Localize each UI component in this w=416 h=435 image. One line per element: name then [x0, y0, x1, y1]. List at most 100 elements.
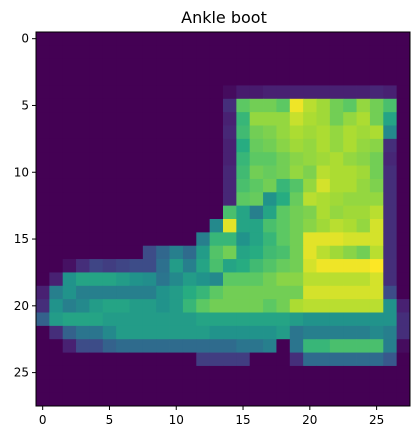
- heatmap-cell: [223, 32, 237, 46]
- heatmap-cell: [343, 138, 357, 153]
- heatmap-cell: [303, 152, 317, 166]
- heatmap-cell: [76, 192, 90, 207]
- heatmap-cell: [89, 138, 104, 153]
- plot-frame: [35, 31, 411, 407]
- heatmap-cell: [62, 232, 77, 247]
- heatmap-cell: [356, 165, 371, 180]
- heatmap-cell: [102, 352, 117, 367]
- heatmap-cell: [209, 112, 224, 126]
- heatmap-cell: [169, 205, 184, 220]
- heatmap-cell: [369, 98, 384, 113]
- heatmap-cell: [263, 232, 277, 247]
- heatmap-cell: [383, 339, 398, 353]
- heatmap-cell: [369, 285, 384, 300]
- heatmap-cell: [223, 178, 237, 193]
- y-axis: 0 5 10 15 20 25: [14, 32, 36, 380]
- heatmap-cell: [169, 152, 184, 166]
- heatmap-cell: [116, 72, 130, 86]
- heatmap-cell: [182, 32, 197, 46]
- heatmap-cell: [116, 98, 130, 113]
- heatmap-cell: [263, 259, 277, 273]
- heatmap-cell: [236, 152, 251, 166]
- heatmap-cell: [89, 245, 104, 260]
- heatmap-cell: [276, 299, 291, 313]
- heatmap-cell: [249, 272, 264, 287]
- heatmap-cell: [89, 125, 104, 140]
- heatmap-cell: [249, 178, 264, 193]
- heatmap-cell: [129, 138, 144, 153]
- heatmap-cell: [356, 232, 371, 247]
- heatmap-cell: [316, 72, 331, 86]
- heatmap-cell: [356, 285, 371, 300]
- heatmap-cell: [36, 392, 50, 407]
- heatmap-cell: [356, 219, 371, 233]
- heatmap-cell: [182, 85, 197, 100]
- heatmap-cell: [369, 245, 384, 260]
- heatmap-cell: [303, 339, 317, 353]
- heatmap-cell: [303, 58, 317, 73]
- heatmap-cell: [276, 125, 291, 140]
- heatmap-cell: [182, 72, 197, 86]
- heatmap-cell: [62, 259, 77, 273]
- heatmap-cell: [156, 365, 170, 380]
- heatmap-cell: [303, 192, 317, 207]
- heatmap-cell: [156, 259, 170, 273]
- heatmap-cell: [249, 138, 264, 153]
- heatmap-cell: [396, 32, 411, 46]
- heatmap-cell: [182, 352, 197, 367]
- heatmap-cell: [36, 339, 50, 353]
- heatmap-cell: [182, 112, 197, 126]
- heatmap-cell: [369, 299, 384, 313]
- heatmap-cell: [343, 352, 357, 367]
- heatmap-cell: [329, 232, 344, 247]
- heatmap-cell: [356, 125, 371, 140]
- heatmap-cell: [329, 45, 344, 60]
- heatmap-cell: [303, 165, 317, 180]
- heatmap-cell: [62, 98, 77, 113]
- heatmap-cell: [36, 98, 50, 113]
- heatmap-cell: [383, 352, 398, 367]
- heatmap-cell: [116, 58, 130, 73]
- y-tick-label: 15: [14, 232, 29, 246]
- heatmap-cell: [223, 272, 237, 287]
- heatmap-cell: [343, 85, 357, 100]
- heatmap-cell: [209, 165, 224, 180]
- heatmap-cell: [236, 45, 251, 60]
- heatmap-cell: [196, 312, 211, 327]
- heatmap-cell: [343, 365, 357, 380]
- heatmap-cell: [223, 285, 237, 300]
- heatmap-cell: [209, 32, 224, 46]
- heatmap-cell: [182, 45, 197, 60]
- heatmap-cell: [289, 245, 304, 260]
- heatmap-cell: [223, 165, 237, 180]
- heatmap-cell: [62, 339, 77, 353]
- heatmap-cell: [343, 339, 357, 353]
- heatmap-cell: [102, 138, 117, 153]
- heatmap-cell: [62, 219, 77, 233]
- heatmap-cell: [263, 219, 277, 233]
- heatmap-cell: [369, 392, 384, 407]
- heatmap-cell: [316, 259, 331, 273]
- heatmap-cell: [89, 232, 104, 247]
- heatmap-cell: [383, 232, 398, 247]
- heatmap-cell: [316, 165, 331, 180]
- heatmap-cell: [343, 72, 357, 86]
- heatmap-cell: [129, 259, 144, 273]
- heatmap-cell: [36, 285, 50, 300]
- heatmap-cell: [263, 125, 277, 140]
- heatmap-cell: [303, 285, 317, 300]
- heatmap-cell: [169, 272, 184, 287]
- heatmap-cell: [249, 259, 264, 273]
- heatmap-cell: [263, 85, 277, 100]
- heatmap-cell: [249, 58, 264, 73]
- heatmap-cell: [156, 325, 170, 340]
- heatmap-cell: [276, 205, 291, 220]
- heatmap-cell: [209, 299, 224, 313]
- heatmap-cell: [36, 45, 50, 60]
- heatmap-cell: [316, 152, 331, 166]
- heatmap-cell: [116, 85, 130, 100]
- heatmap-cell: [209, 339, 224, 353]
- heatmap-cell: [236, 178, 251, 193]
- heatmap-cell: [49, 85, 64, 100]
- heatmap-cell: [249, 32, 264, 46]
